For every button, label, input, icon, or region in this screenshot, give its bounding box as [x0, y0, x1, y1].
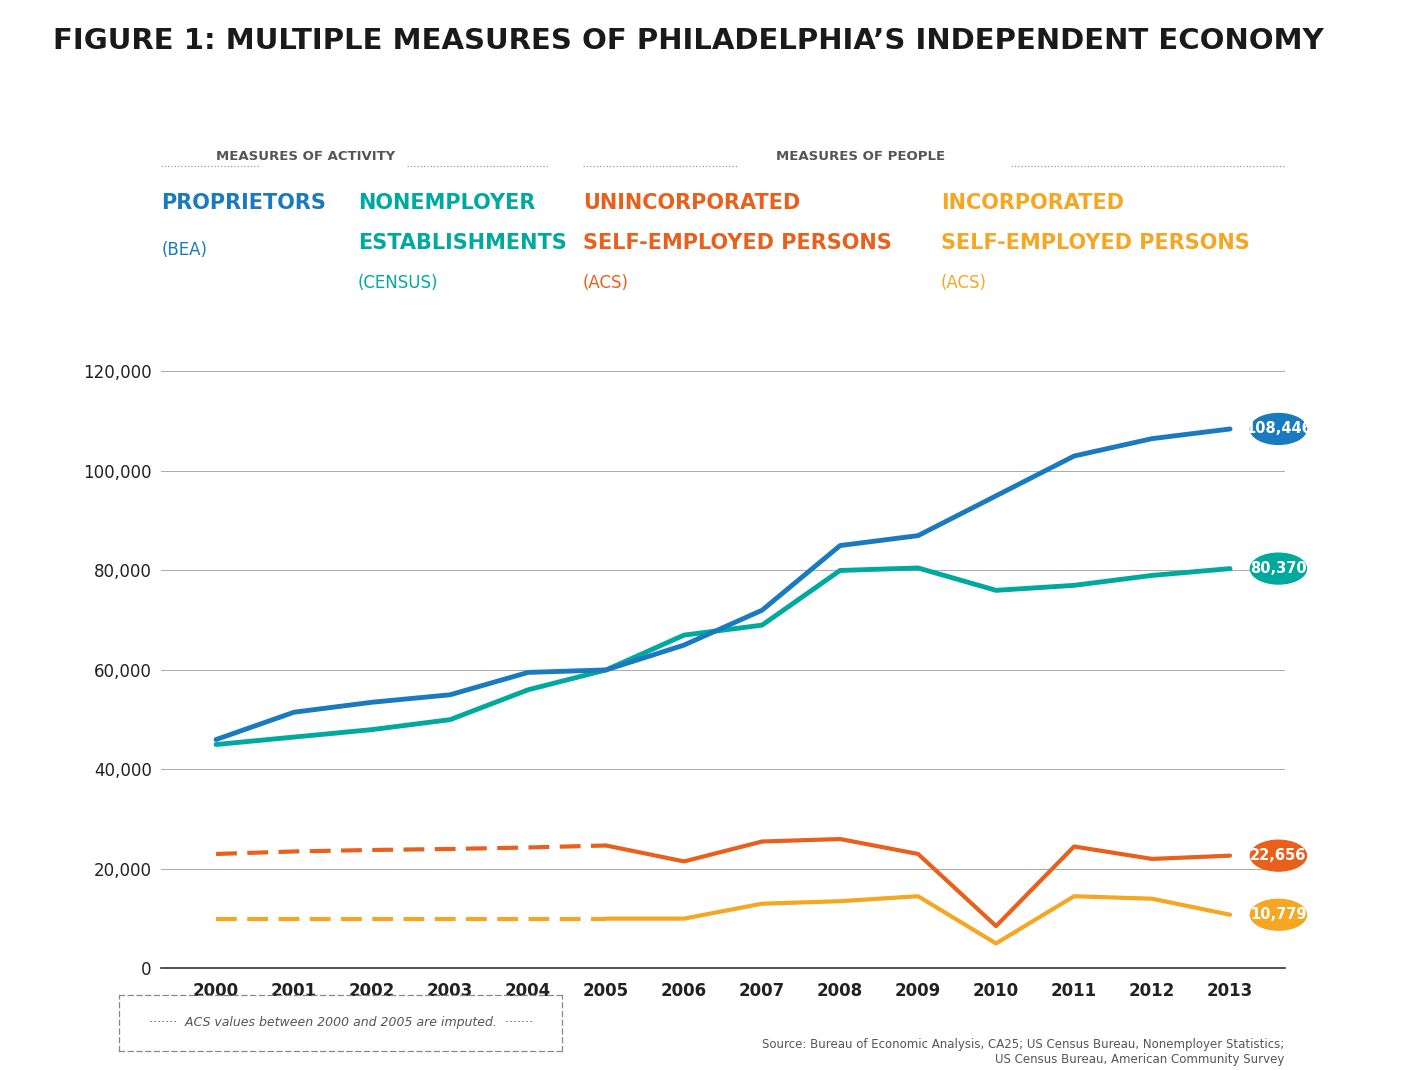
Text: (ACS): (ACS): [583, 274, 629, 292]
Text: Source: Bureau of Economic Analysis, CA25; US Census Bureau, Nonemployer Statist: Source: Bureau of Economic Analysis, CA2…: [762, 1038, 1285, 1066]
Text: 80,370: 80,370: [1250, 561, 1307, 576]
Text: 22,656: 22,656: [1250, 849, 1307, 863]
Text: FIGURE 1: MULTIPLE MEASURES OF PHILADELPHIA’S INDEPENDENT ECONOMY: FIGURE 1: MULTIPLE MEASURES OF PHILADELP…: [53, 27, 1324, 55]
Text: INCORPORATED: INCORPORATED: [941, 193, 1123, 213]
Text: ESTABLISHMENTS: ESTABLISHMENTS: [358, 233, 567, 254]
Ellipse shape: [1251, 899, 1307, 930]
Text: PROPRIETORS: PROPRIETORS: [161, 193, 326, 213]
Text: (CENSUS): (CENSUS): [358, 274, 438, 292]
Text: 10,779: 10,779: [1250, 907, 1307, 922]
Text: NONEMPLOYER: NONEMPLOYER: [358, 193, 535, 213]
Text: MEASURES OF ACTIVITY: MEASURES OF ACTIVITY: [216, 150, 396, 163]
Ellipse shape: [1251, 840, 1307, 871]
Text: MEASURES OF PEOPLE: MEASURES OF PEOPLE: [776, 150, 945, 163]
Text: UNINCORPORATED: UNINCORPORATED: [583, 193, 800, 213]
Text: 108,446: 108,446: [1245, 422, 1311, 437]
Text: SELF-EMPLOYED PERSONS: SELF-EMPLOYED PERSONS: [583, 233, 892, 254]
Text: (BEA): (BEA): [161, 241, 208, 259]
Text: (ACS): (ACS): [941, 274, 987, 292]
Ellipse shape: [1251, 553, 1307, 584]
Text: ·······  ACS values between 2000 and 2005 are imputed.  ·······: ······· ACS values between 2000 and 2005…: [149, 1016, 532, 1029]
Ellipse shape: [1251, 413, 1307, 444]
Text: SELF-EMPLOYED PERSONS: SELF-EMPLOYED PERSONS: [941, 233, 1250, 254]
